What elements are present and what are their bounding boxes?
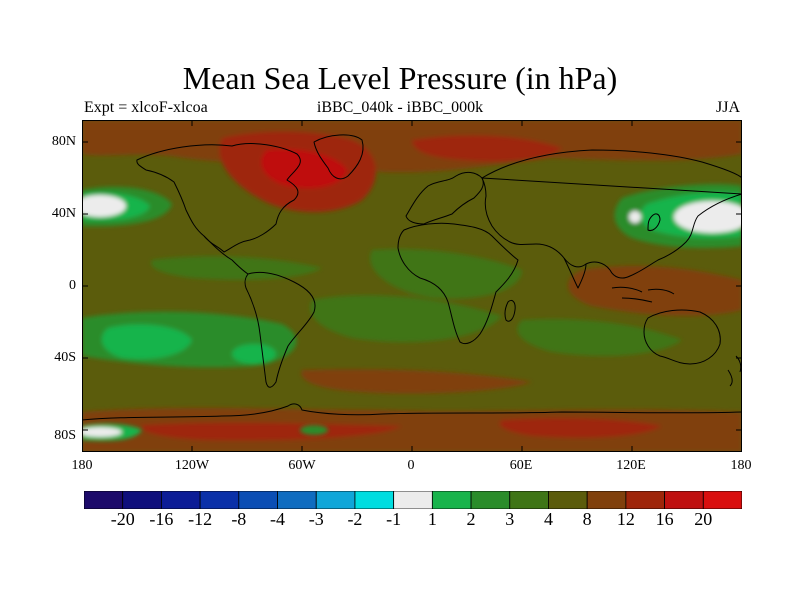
lon-tick-label: 180 [730, 458, 752, 473]
colorbar-label: -20 [110, 509, 135, 529]
coastline-greenland [313, 134, 364, 180]
pacific-positive [568, 265, 742, 316]
lat-tick-label: 40S [54, 350, 76, 365]
coastline-south-america [244, 271, 316, 388]
map-title: Mean Sea Level Pressure (in hPa) [182, 60, 618, 96]
weddell-low [300, 425, 328, 435]
south-indian-low [517, 318, 682, 356]
colorbar-label: -8 [231, 509, 247, 529]
colorbar-label: 2 [466, 509, 476, 529]
siberia-positive [412, 135, 562, 162]
coastline-india [563, 257, 587, 289]
lon-tick-label: 60E [509, 458, 533, 473]
coastline-central-america [203, 235, 249, 275]
colorbar-label: 8 [582, 509, 592, 529]
colorbar-swatch [586, 491, 627, 509]
colorbar-swatch [122, 491, 162, 509]
colorbar-label: 4 [543, 509, 553, 529]
colorbar-swatch [199, 491, 240, 509]
north-pacific-west-minimum [674, 201, 742, 233]
colorbar-swatch [315, 491, 356, 509]
southern-indian-high [499, 418, 662, 438]
colorbar-swatch [509, 491, 549, 509]
lon-tick-label: 120W [174, 458, 210, 473]
south-pacific-lower [101, 324, 192, 360]
axis-ticks [82, 120, 742, 452]
coastline-europe [405, 171, 484, 225]
colorbar-label: 12 [616, 509, 635, 529]
lat-tick-label: 0 [69, 278, 76, 293]
japan-sea-minimum [629, 211, 641, 223]
southern-ocean-high [141, 422, 402, 441]
colorbar-swatch [161, 491, 201, 509]
colorbar-swatch [84, 491, 124, 509]
colorbar [84, 491, 742, 509]
lat-tick-label: 80N [51, 134, 76, 149]
coastline-new-zealand [727, 355, 742, 387]
coastline-north-america [136, 143, 301, 253]
colorbar-label: -3 [308, 509, 324, 529]
south-atlantic-low [310, 295, 502, 343]
colorbar-label: 3 [505, 509, 515, 529]
north-pacific-east-minimum [82, 195, 126, 217]
colorbar-swatch [238, 491, 278, 509]
colorbar-label: -4 [270, 509, 286, 529]
colorbar-label: 16 [655, 509, 674, 529]
colorbar-label: -12 [188, 509, 213, 529]
colorbar-label: -16 [149, 509, 174, 529]
colorbar-swatch [548, 491, 588, 509]
coastline-australia [643, 309, 721, 365]
coastline-africa [397, 222, 519, 345]
pressure-difference-map [82, 120, 742, 452]
coastline-antarctica [82, 403, 742, 421]
colorbar-swatch [393, 491, 433, 509]
colorbar-label: -1 [386, 509, 402, 529]
colorbar-swatch [277, 491, 317, 509]
north-atlantic-high [261, 148, 347, 189]
lat-tick-label: 80S [54, 428, 76, 443]
colorbar-swatch [431, 491, 472, 509]
tropical-atlantic-low [370, 248, 522, 299]
colorbar-swatch [625, 491, 665, 509]
coastline-madagascar [504, 299, 516, 322]
lon-tick-label: 120E [616, 458, 646, 473]
chile-low [232, 344, 276, 364]
north-pacific-low-band [151, 256, 322, 280]
colorbar-swatch [664, 491, 704, 509]
lon-tick-label: 180 [71, 458, 93, 473]
south-atlantic-positive [301, 369, 532, 394]
colorbar-swatch [470, 491, 511, 509]
colorbar-swatch [354, 491, 395, 509]
lon-tick-label: 0 [407, 458, 415, 473]
antarctic-coast-minimum [82, 427, 122, 437]
lat-tick-label: 40N [51, 206, 76, 221]
experiment-label: Expt = xlcoF-xlcoa [84, 99, 208, 116]
coastline-indonesia [611, 286, 675, 303]
colorbar-swatch [702, 491, 742, 509]
season-label: JJA [715, 99, 740, 116]
difference-label: iBBC_040k - iBBC_000k [316, 99, 484, 116]
colorbar-label: -2 [347, 509, 363, 529]
coastline-japan [647, 213, 661, 231]
colorbar-label: 1 [427, 509, 437, 529]
lon-tick-label: 60W [288, 458, 316, 473]
colorbar-label: 20 [694, 509, 713, 529]
